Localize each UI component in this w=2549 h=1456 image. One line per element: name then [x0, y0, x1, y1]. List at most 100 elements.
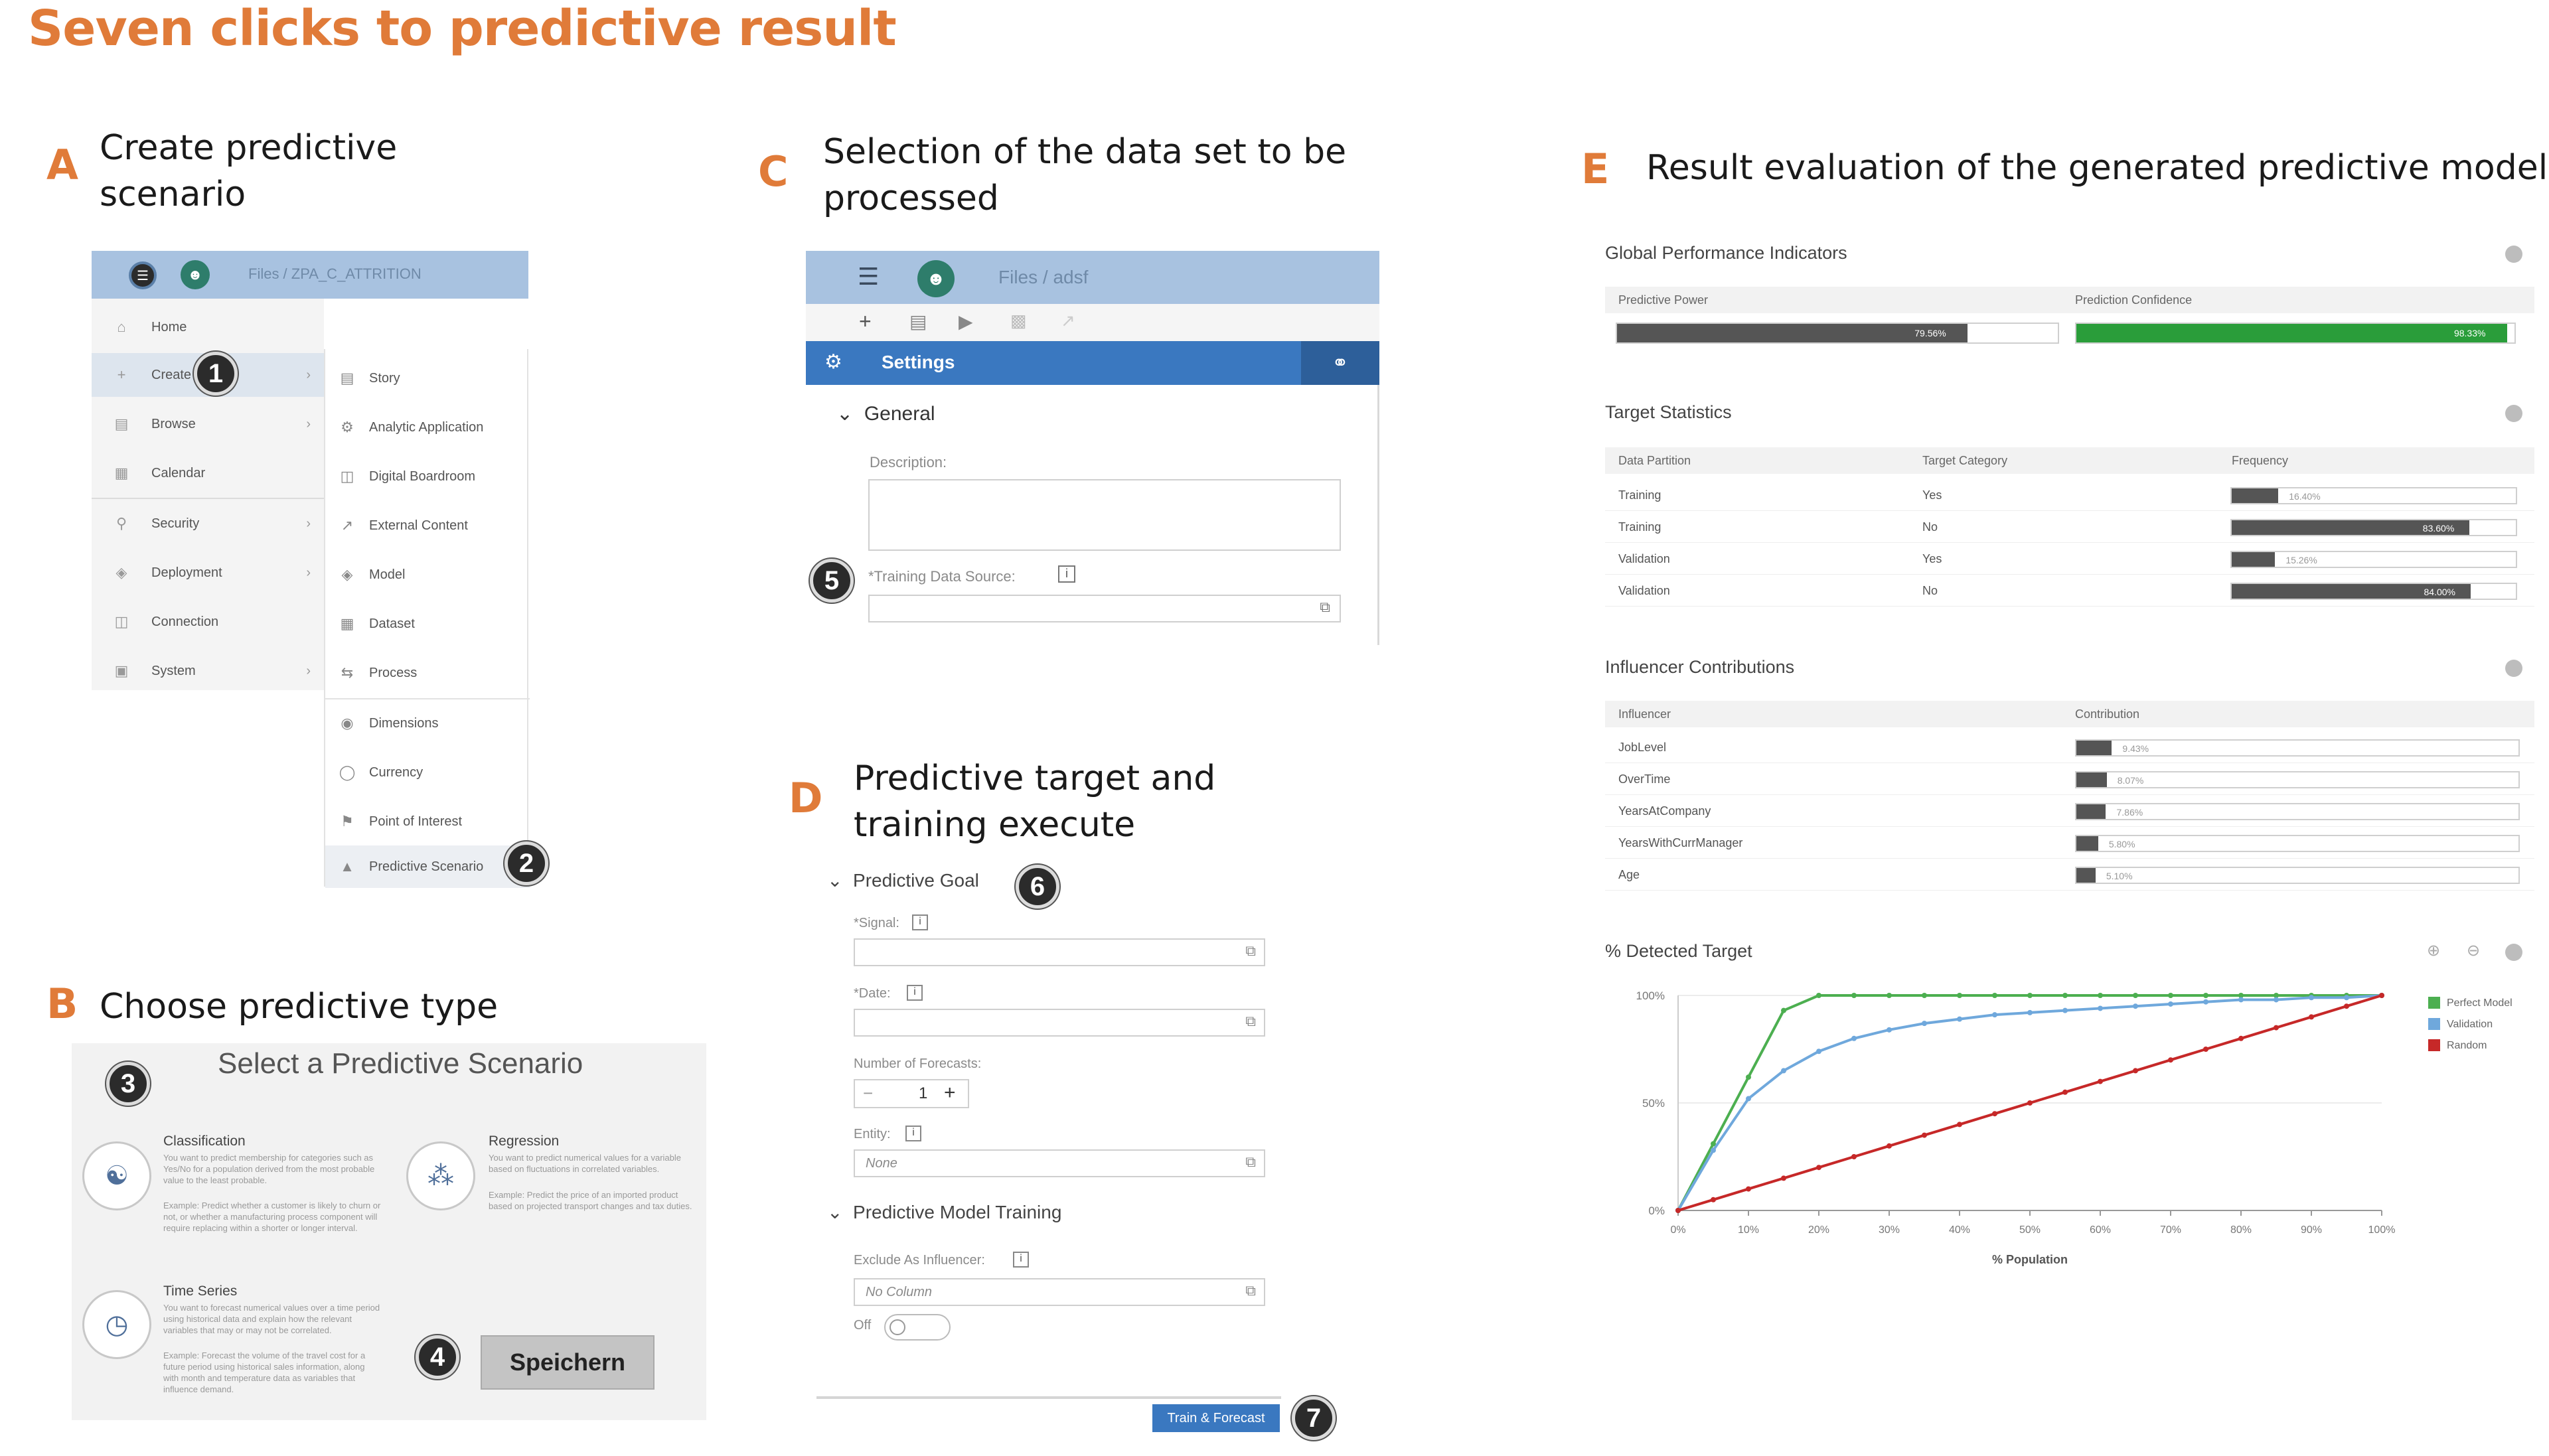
number-of-forecasts-stepper[interactable]: − 1 +	[854, 1079, 969, 1108]
step-4-marker: 4	[416, 1335, 459, 1379]
table-row: YearsAtCompany 7.86%	[1605, 798, 2534, 827]
value-help-icon[interactable]: ⧉	[1245, 942, 1256, 959]
submenu-item-label: Predictive Scenario	[369, 859, 484, 874]
export-icon[interactable]: ↗	[1061, 311, 1075, 330]
zoom-out-icon[interactable]: ⊖	[2467, 942, 2481, 960]
settings-gear-icon: ⚙	[824, 351, 842, 373]
info-icon[interactable]: i	[907, 985, 923, 1001]
submenu-item-dimensions[interactable]: ◉ Dimensions	[325, 702, 530, 745]
menu-item-label: Calendar	[151, 465, 206, 480]
breadcrumb[interactable]: Files / ZPA_C_ATTRITION	[248, 265, 422, 282]
menu-item-home[interactable]: ⌂ Home	[92, 305, 324, 349]
exclude-influencer-field[interactable]: No Column ⧉	[854, 1278, 1265, 1306]
submenu-item-digital-boardroom[interactable]: ◫ Digital Boardroom	[325, 455, 530, 498]
system-icon: ▣	[114, 662, 129, 679]
value-help-icon[interactable]: ⧉	[1245, 1153, 1256, 1170]
gpi-settings-icon[interactable]	[2505, 246, 2522, 263]
series-point	[2238, 1035, 2244, 1041]
series-point	[2062, 1089, 2068, 1095]
save-icon[interactable]: ▤	[909, 311, 927, 332]
contribution-bar: 8.07%	[2075, 771, 2520, 788]
series-point	[2133, 1068, 2138, 1074]
info-icon[interactable]: i	[905, 1126, 921, 1141]
stepper-minus-button[interactable]: −	[863, 1083, 874, 1103]
general-section-toggle[interactable]: ⌄ General	[836, 402, 935, 425]
submenu-item-currency[interactable]: ◯ Currency	[325, 751, 530, 794]
stepper-value[interactable]: 1	[919, 1084, 928, 1102]
step-7-marker: 7	[1292, 1396, 1336, 1440]
submenu-item-story[interactable]: ▤ Story	[325, 357, 530, 400]
value-help-icon[interactable]: ⧉	[1245, 1013, 1256, 1029]
train-and-forecast-button[interactable]: Train & Forecast	[1152, 1404, 1280, 1432]
menu-icon[interactable]: ☰	[858, 263, 880, 290]
value-help-icon[interactable]: ⧉	[1320, 599, 1330, 615]
training-data-source-field[interactable]: ⧉	[868, 595, 1341, 622]
date-field[interactable]: ⧉	[854, 1009, 1265, 1037]
breadcrumb[interactable]: Files / adsf	[998, 267, 1089, 287]
step-2-marker: 2	[504, 841, 548, 885]
menu-icon[interactable]: ☰	[129, 261, 157, 289]
panel-a-shell-bar: ☰ ☻ Files / ZPA_C_ATTRITION	[92, 251, 528, 299]
info-icon[interactable]: i	[1058, 565, 1075, 583]
submenu-item-point-of-interest[interactable]: ⚑ Point of Interest	[325, 800, 530, 843]
user-avatar-icon[interactable]: ☻	[917, 260, 955, 297]
step-3-marker: 3	[106, 1062, 150, 1106]
add-icon[interactable]: +	[859, 309, 872, 333]
panel-c-settings-bar[interactable]: ⚙ Settings ⚭	[806, 341, 1379, 385]
menu-item-connection[interactable]: ◫ Connection	[92, 600, 324, 644]
chart-legend: Perfect Model Validation Random	[2428, 997, 2512, 1051]
time-series-icon[interactable]: ◷	[82, 1290, 151, 1359]
prediction-confidence-bar-fill	[2076, 324, 2507, 342]
zoom-in-icon[interactable]: ⊕	[2427, 942, 2441, 960]
y-tick-label: 0%	[1648, 1204, 1665, 1217]
description-label: Description:	[870, 454, 947, 471]
user-avatar-icon[interactable]: ☻	[181, 260, 210, 289]
x-tick-label: 90%	[2301, 1224, 2322, 1236]
run-icon[interactable]: ▶	[959, 311, 973, 332]
time-series-title[interactable]: Time Series	[163, 1283, 238, 1299]
section-b-heading: Choose predictive type	[100, 987, 499, 1027]
submenu-item-analytic-application[interactable]: ⚙ Analytic Application	[325, 406, 530, 449]
signal-field[interactable]: ⧉	[854, 938, 1265, 966]
x-tick-label: 70%	[2160, 1224, 2181, 1236]
menu-item-deployment[interactable]: ◈ Deployment ›	[92, 551, 324, 595]
regression-icon[interactable]: ⁂	[406, 1141, 475, 1210]
menu-item-calendar[interactable]: ▦ Calendar	[92, 451, 324, 495]
submenu-item-external-content[interactable]: ↗ External Content	[325, 504, 530, 547]
binoculars-icon[interactable]: ⚭	[1301, 341, 1379, 385]
table-row: YearsWithCurrManager 5.80%	[1605, 830, 2534, 859]
series-point	[1957, 1122, 1962, 1128]
influencer-toggle-switch[interactable]	[884, 1314, 951, 1341]
menu-item-browse[interactable]: ▤ Browse ›	[92, 402, 324, 446]
entity-field[interactable]: None ⧉	[854, 1149, 1265, 1177]
series-point	[1922, 1021, 1927, 1027]
predictive-goal-toggle[interactable]: ⌄ Predictive Goal	[827, 869, 979, 891]
influencer-settings-icon[interactable]	[2505, 660, 2522, 677]
x-tick-label: 0%	[1670, 1224, 1685, 1236]
submenu-item-model[interactable]: ◈ Model	[325, 553, 530, 596]
influencer-title: Influencer Contributions	[1605, 657, 1795, 677]
stepper-plus-button[interactable]: +	[944, 1082, 956, 1104]
submenu-item-process[interactable]: ⇆ Process	[325, 652, 530, 694]
info-icon[interactable]: i	[912, 914, 928, 930]
page-title: Seven clicks to predictive result	[28, 0, 897, 57]
menu-item-security[interactable]: ⚲ Security ›	[92, 502, 324, 546]
classification-icon[interactable]: ☯	[82, 1141, 151, 1210]
target-stats-settings-icon[interactable]	[2505, 405, 2522, 422]
menu-item-system[interactable]: ▣ System ›	[92, 649, 324, 693]
menu-item-label: Browse	[151, 416, 196, 431]
submenu-item-predictive-scenario[interactable]: ▲ Predictive Scenario	[325, 845, 530, 888]
regression-title[interactable]: Regression	[489, 1133, 560, 1149]
series-point	[1816, 1049, 1821, 1055]
frequency-value: 84.00%	[2424, 587, 2455, 597]
classification-title[interactable]: Classification	[163, 1133, 246, 1149]
description-field[interactable]	[868, 479, 1341, 551]
save-button[interactable]: Speichern	[481, 1335, 655, 1390]
model-training-toggle[interactable]: ⌄ Predictive Model Training	[827, 1201, 1061, 1223]
chart-settings-icon[interactable]	[2505, 944, 2522, 961]
value-help-icon[interactable]: ⧉	[1245, 1282, 1256, 1299]
info-icon[interactable]: i	[1013, 1252, 1029, 1268]
chart-icon[interactable]: ▩	[1010, 311, 1027, 330]
submenu-item-dataset[interactable]: ▦ Dataset	[325, 603, 530, 645]
table-row: OverTime 8.07%	[1605, 766, 2534, 795]
